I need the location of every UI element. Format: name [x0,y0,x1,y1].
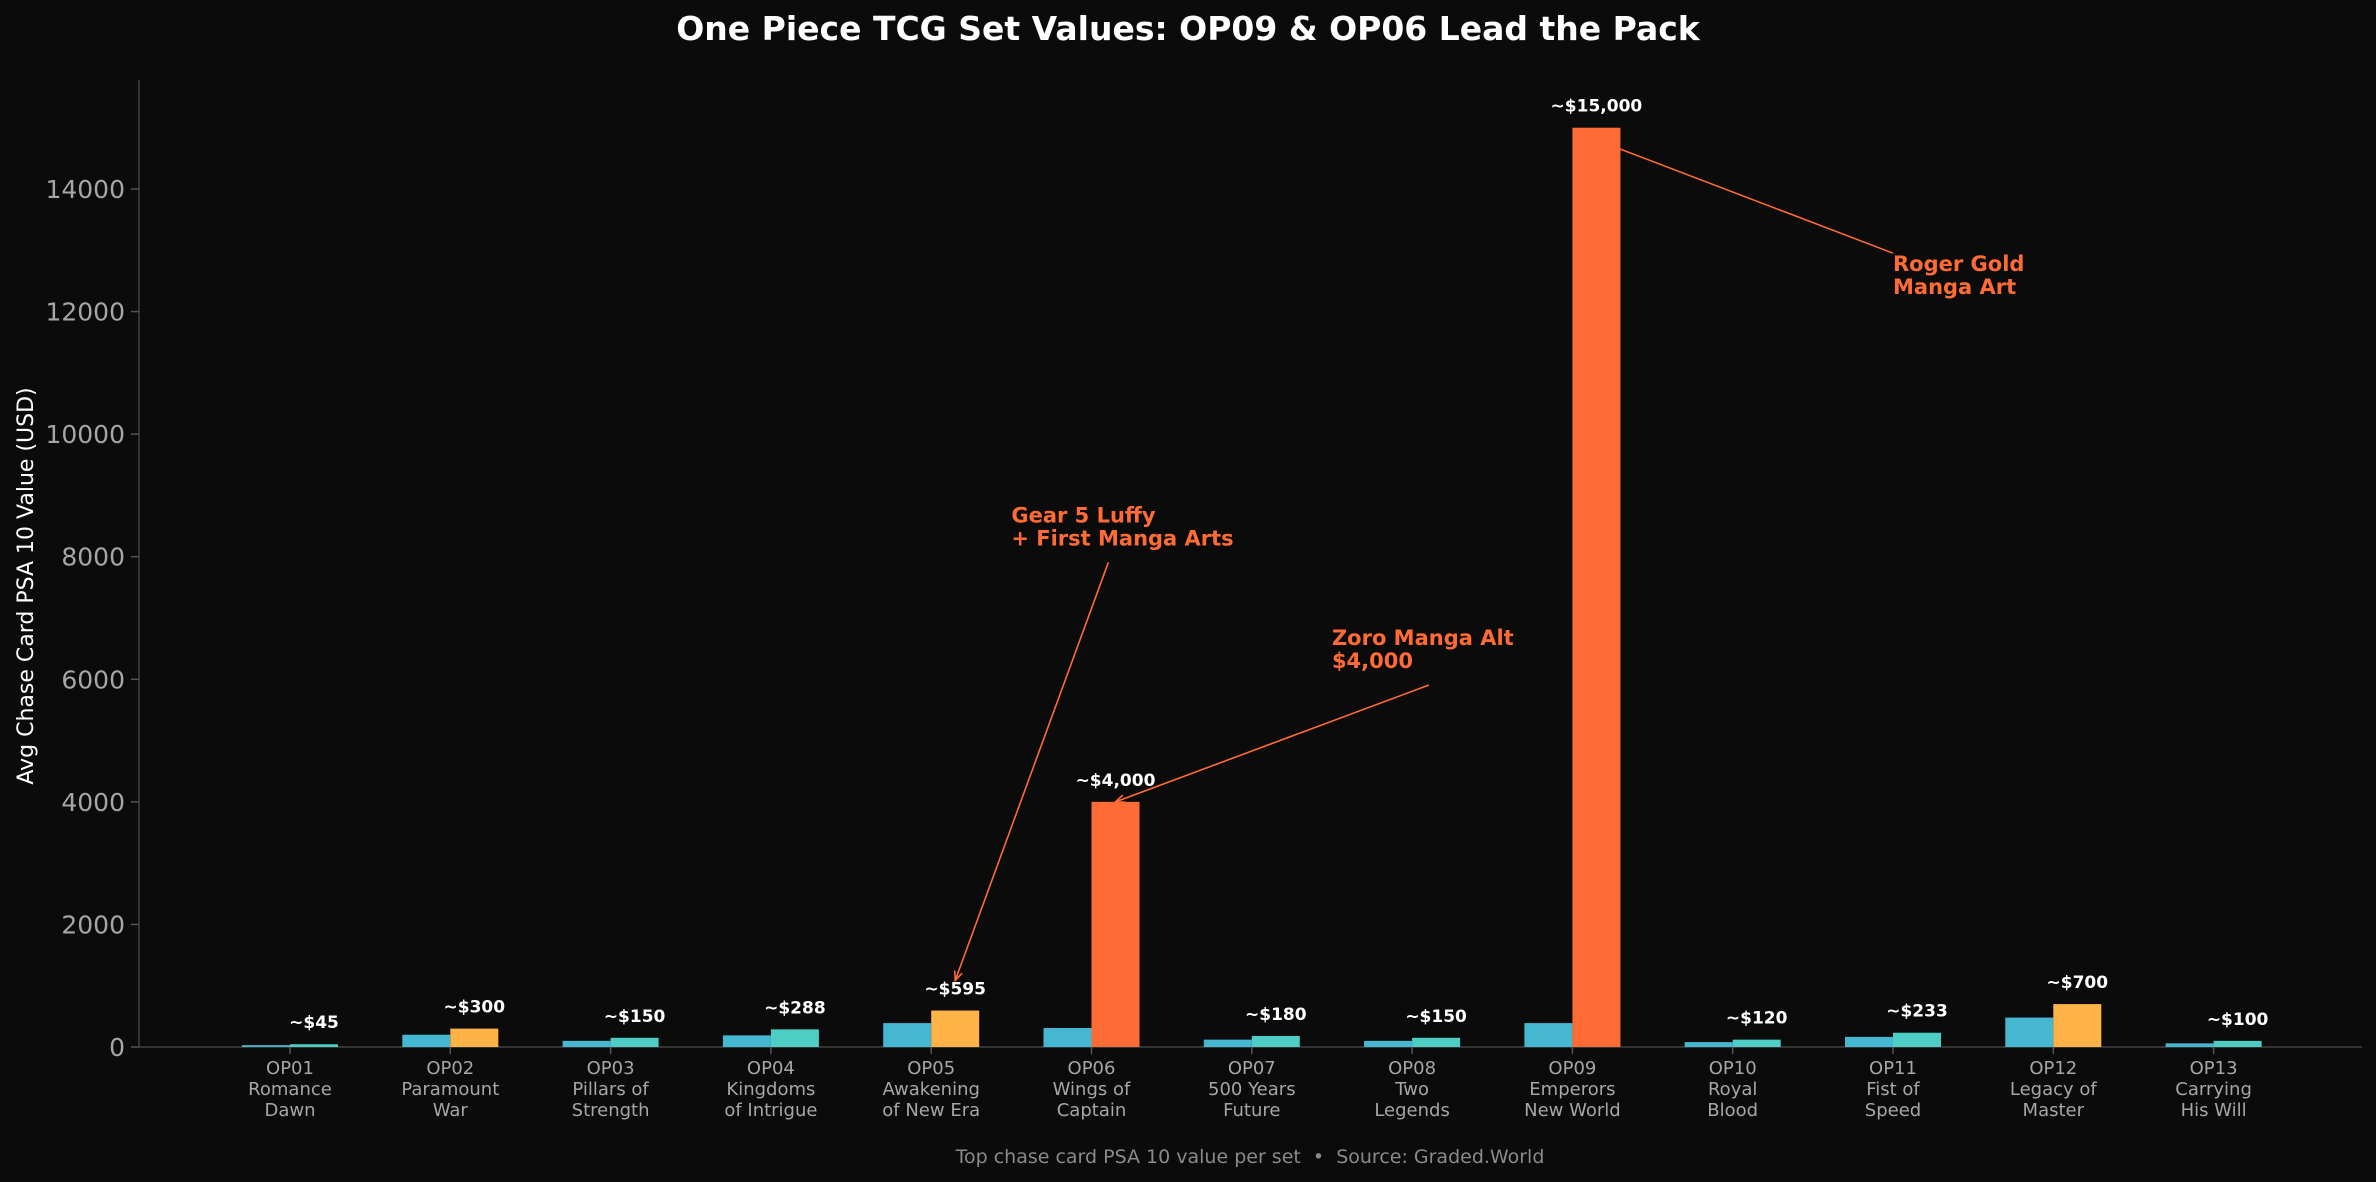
bar-series-1-op09 [1524,1023,1573,1047]
y-tick-label: 12000 [45,298,125,327]
bar-series-2-op04 [770,1029,819,1047]
x-tick-label: OP10 Royal Blood [1707,1058,1758,1121]
value-label: ~$100 [2207,1010,2269,1030]
annotation-arrow [1115,684,1430,803]
chart-title: One Piece TCG Set Values: OP09 & OP06 Le… [676,9,1701,48]
x-ticks: OP01 Romance Dawn OP02 Paramount War OP03 Pilla… [248,1047,2252,1121]
bar-series-2-op09 [1572,127,1621,1047]
value-label: ~$233 [1886,1002,1948,1022]
bar-series-1-op05 [883,1023,932,1047]
bar-series-1-op13 [2165,1043,2214,1047]
value-labels: ~$45 ~$300 ~$150 ~$288 ~$595 ~$4,000 ~$180 ~$15… [289,97,2268,1034]
annotation-arrowhead [1594,138,1607,148]
value-label: ~$150 [604,1007,666,1027]
y-tick-label: 8000 [61,543,125,572]
annotation-text: Roger Gold Manga Art [1893,252,2024,299]
value-label: ~$4,000 [1076,771,1156,791]
value-label: ~$595 [924,980,986,1000]
x-tick-label: OP12 Legacy of Master [2010,1058,2098,1121]
bar-series-2-op02 [450,1028,499,1047]
annotation-arrow [1596,139,1894,254]
annotation-arrowhead [953,970,963,983]
bar-series-2-op03 [610,1037,659,1047]
value-label: ~$150 [1405,1007,1467,1027]
x-tick-label: OP06 Wings of Captain [1053,1058,1131,1121]
bar-series-1-op12 [2005,1017,2054,1047]
bar-series-1-op10 [1684,1042,1733,1047]
x-tick-label: OP04 Kingdoms of Intrigue [724,1058,817,1121]
y-axis-label: Avg Chase Card PSA 10 Value (USD) [14,387,39,784]
annotation-text: Zoro Manga Alt $4,000 [1332,626,1514,673]
value-label: ~$288 [764,998,826,1018]
bar-series-1-op03 [562,1040,611,1047]
value-label: ~$300 [444,998,506,1018]
x-tick-label: OP08 Two Legends [1374,1058,1450,1121]
bar-series-2-op06 [1091,801,1140,1047]
bar-series-1-op01 [242,1045,290,1047]
y-ticks: 0 2000 4000 6000 8000 10000 12000 14000 [45,175,139,1062]
y-tick-label: 14000 [45,175,125,204]
bar-series-1-op11 [1845,1036,1893,1047]
bar-series-2-op08 [1412,1037,1461,1047]
bar-series-1-op08 [1364,1040,1413,1047]
y-tick-label: 10000 [45,420,125,449]
x-tick-label: OP07 500 Years Future [1208,1058,1296,1121]
y-tick-label: 4000 [61,788,125,817]
annotation-arrow [954,562,1110,981]
bar-series-2-op07 [1251,1035,1300,1047]
bar-series-2-op01 [290,1044,338,1047]
bar-series-2-op11 [1893,1032,1941,1047]
x-tick-label: OP13 Carrying His Will [2175,1058,2252,1121]
x-tick-label: OP03 Pillars of Strength [572,1058,650,1121]
chart-footer: Top chase card PSA 10 value per set • So… [955,1146,1545,1168]
bar-series-2-op12 [2053,1004,2102,1047]
y-tick-label: 6000 [61,665,125,694]
x-tick-label: OP09 Emperors New World [1524,1058,1621,1121]
y-tick-label: 2000 [61,910,125,939]
value-label: ~$45 [289,1013,339,1033]
bar-series-2-op13 [2213,1040,2262,1047]
bar-series-2-op05 [931,1010,980,1047]
value-label: ~$120 [1726,1009,1788,1029]
bar-series-1-op07 [1203,1039,1252,1047]
y-tick-label: 0 [109,1033,125,1062]
x-tick-label: OP01 Romance Dawn [248,1058,332,1121]
bars [242,127,2262,1047]
bar-series-1-op02 [402,1034,451,1047]
annotations: Gear 5 Luffy + First Manga Arts Zoro Manga… [953,138,2024,983]
bar-series-1-op06 [1043,1028,1092,1047]
x-tick-label: OP11 Fist of Speed [1865,1058,1921,1121]
value-label: ~$180 [1245,1005,1307,1025]
value-label: ~$15,000 [1551,97,1643,117]
annotation-text: Gear 5 Luffy + First Manga Arts [1011,503,1233,550]
annotation-arrowhead [1113,794,1126,804]
bar-series-2-op10 [1732,1039,1781,1047]
bar-series-1-op04 [722,1035,771,1047]
value-label: ~$700 [2047,973,2109,993]
x-tick-label: OP02 Paramount War [401,1058,499,1121]
x-tick-label: OP05 Awakening of New Era [882,1058,980,1121]
